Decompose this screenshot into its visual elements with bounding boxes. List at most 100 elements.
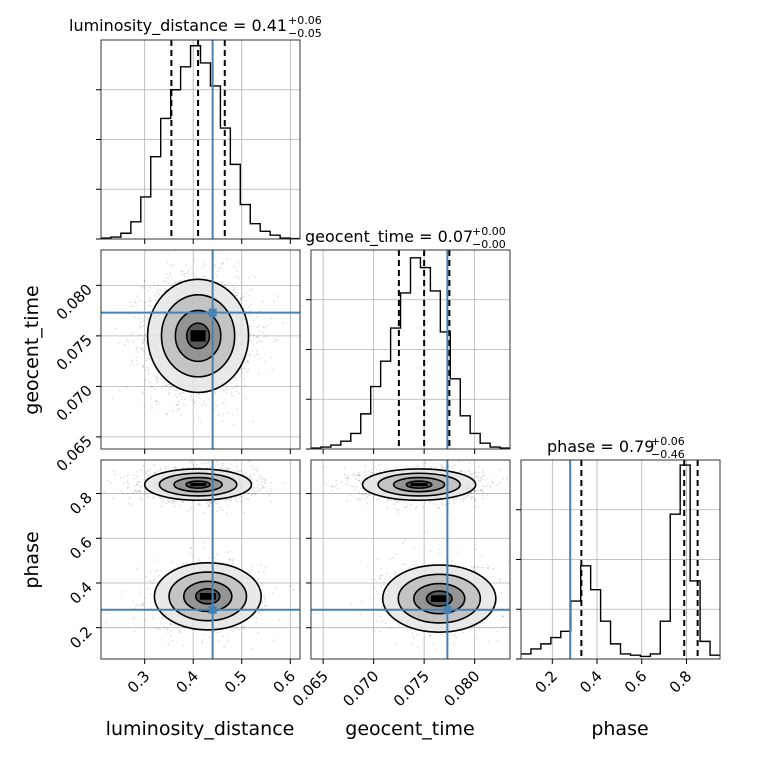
panel-phase-vs-luminosity-distance-plot-area [101,460,300,659]
panel-phase-vs-luminosity-distance-sample-point [141,604,144,607]
panel-phase-vs-geocent-time-sample-point [372,497,375,499]
panel-phase-vs-luminosity-distance-sample-point [251,647,254,650]
panel-phase-vs-luminosity-distance-sample-point [272,639,275,642]
panel-phase-vs-luminosity-distance-sample-point [219,468,222,470]
panel-geocent-time-vs-luminosity-distance-sample-point [175,404,178,406]
panel-phase-vs-luminosity-distance-sample-point [216,460,219,463]
panel-geocent-time-vs-luminosity-distance-sample-point [147,357,149,360]
panel-geocent-time-vs-luminosity-distance-sample-point [235,294,238,297]
panel-geocent-time-vs-luminosity-distance-sample-point [195,395,198,398]
panel-geocent-time-vs-luminosity-distance-sample-point [214,392,217,395]
panel-phase-vs-geocent-time-sample-point [359,474,361,477]
panel-phase-vs-luminosity-distance-sample-point [262,486,265,489]
panel-phase-vs-luminosity-distance-sample-point [260,610,263,613]
panel-geocent-time-vs-luminosity-distance-sample-point [155,291,158,293]
panel-phase-vs-luminosity-distance-sample-point [148,474,150,476]
panel-phase-vs-luminosity-distance-sample-point [247,492,250,495]
panel-phase-vs-luminosity-distance-sample-point [270,487,272,490]
panel-phase-vs-geocent-time-sample-point [441,467,444,470]
panel-phase-vs-luminosity-distance-sample-point [255,617,258,620]
panel-geocent-time-vs-luminosity-distance-sample-point [252,334,255,336]
panel-geocent-time-vs-luminosity-distance-sample-point [216,274,218,277]
panel-geocent-time-vs-luminosity-distance-sample-point [140,321,143,324]
panel-phase-vs-luminosity-distance-sample-point [219,506,221,509]
panel-geocent-time-vs-luminosity-distance-sample-point [157,288,159,291]
panel-geocent-time-vs-luminosity-distance-sample-point [178,393,181,396]
panel-geocent-time-vs-luminosity-distance-sample-point [246,360,249,363]
panel-phase-vs-luminosity-distance-sample-point [250,494,253,497]
panel-geocent-time-vs-luminosity-distance-sample-point [258,324,260,327]
panel-geocent-time-vs-luminosity-distance-sample-point [234,376,237,379]
panel-geocent-time-vs-luminosity-distance-sample-point [166,413,169,416]
panel-phase-vs-geocent-time-sample-point [474,472,477,474]
panel-geocent-time-vs-luminosity-distance-sample-point [172,409,175,412]
panel-phase-vs-luminosity-distance-sample-point [112,470,115,472]
panel-phase-vs-luminosity-distance-sample-point [190,547,193,550]
panel-phase-vs-geocent-time-sample-point [386,500,389,503]
panel-phase-vs-luminosity-distance-sample-point [152,616,154,619]
panel-geocent-time-vs-luminosity-distance-sample-point [234,385,237,388]
panel-geocent-time-vs-luminosity-distance-sample-point [180,270,183,272]
panel-geocent-time-vs-luminosity-distance-sample-point [135,359,138,362]
panel-geocent-time-vs-luminosity-distance-sample-point [148,368,150,370]
panel-geocent-time-vs-luminosity-distance-sample-point [238,277,241,280]
panel-phase-vs-luminosity-distance-sample-point [124,589,127,592]
panel-geocent-time-vs-luminosity-distance-plot-area [101,250,300,449]
panel-phase-vs-luminosity-distance-sample-point [171,640,174,643]
panel-phase-vs-luminosity-distance-sample-point [261,584,264,587]
panel-geocent-time-vs-luminosity-distance-sample-point [145,359,148,362]
panel-geocent-time-vs-luminosity-distance-sample-point [266,325,269,327]
panel-geocent-time-vs-luminosity-distance-sample-point [220,280,223,283]
panel-phase-vs-luminosity-distance-peak-cell [199,593,216,600]
panel-phase-vs-luminosity-distance-sample-point [292,589,295,591]
panel-phase-vs-luminosity-distance-sample-point [174,466,177,469]
panel-geocent-time-vs-luminosity-distance-sample-point [228,281,230,284]
panel-phase-vs-geocent-time-sample-point [477,471,480,474]
panel-phase-vs-luminosity-distance-sample-point [138,485,141,488]
panel-geocent-time-vs-luminosity-distance-sample-point [141,392,144,395]
panel-phase-vs-luminosity-distance-sample-point [201,640,204,643]
panel-phase-vs-luminosity-distance-sample-point [257,570,260,573]
panel-phase-vs-geocent-time-sample-point [477,505,480,508]
panel-phase-vs-luminosity-distance-sample-point [133,474,135,476]
panel-phase-vs-luminosity-distance-sample-point [261,600,263,603]
panel-phase-vs-luminosity-distance-sample-point [178,631,181,634]
panel-phase-vs-luminosity-distance-sample-point [126,480,129,483]
panel-phase-vs-luminosity-distance-sample-point [144,493,147,496]
panel-geocent-time-vs-luminosity-distance-sample-point [221,262,224,265]
panel-phase-vs-luminosity-distance-sample-point [207,505,210,508]
panel-geocent-time-vs-luminosity-distance-sample-point [187,269,190,272]
panel-geocent-time-vs-luminosity-distance-sample-point [214,391,216,394]
panel-geocent-time-vs-luminosity-distance-sample-point [175,404,178,406]
panel-geocent-time-vs-luminosity-distance-sample-point [218,414,220,416]
panel-geocent-time-vs-luminosity-distance-sample-point [137,333,140,335]
panel-phase-vs-geocent-time-sample-point [356,498,359,501]
panel-phase-vs-luminosity-distance-sample-point [251,488,253,491]
panel-phase-vs-luminosity-distance-sample-point [262,486,264,489]
panel-geocent-time-vs-luminosity-distance-sample-point [264,361,267,363]
panel-geocent-time-vs-luminosity-distance-sample-point [244,361,247,364]
panel-phase-vs-luminosity-distance-sample-point [241,626,244,628]
panel-phase-vs-luminosity-distance-sample-point [202,541,205,544]
panel-phase-vs-luminosity-distance-sample-point [264,566,266,569]
panel-geocent-time-vs-luminosity-distance-sample-point [181,273,183,276]
panel-phase-vs-luminosity-distance-sample-point [133,630,136,633]
panel-geocent-time-vs-luminosity-distance-sample-point [177,281,179,283]
panel-phase-vs-luminosity-distance-sample-point [182,644,185,647]
panel-phase-vs-luminosity-distance-sample-point [207,461,210,464]
panel-phase-vs-luminosity-distance-sample-point [216,502,218,505]
panel-geocent-time-vs-luminosity-distance-sample-point [245,397,247,400]
panel-phase-vs-luminosity-distance-sample-point [182,467,185,469]
panel-geocent-time-vs-luminosity-distance-sample-point [170,385,173,388]
panel-phase-vs-luminosity-distance-sample-point [198,502,201,505]
panel-geocent-time-vs-luminosity-distance-sample-point [190,394,192,397]
panel-geocent-time-vs-luminosity-distance-sample-point [137,346,139,349]
panel-geocent-time-vs-luminosity-distance-sample-point [183,272,186,275]
panel-geocent-time-vs-luminosity-distance-sample-point [213,265,216,268]
panel-phase-vs-luminosity-distance-sample-point [163,626,165,628]
panel-phase-vs-luminosity-distance-sample-point [141,498,144,501]
panel-phase-vs-luminosity-distance-sample-point [248,571,251,574]
panel-phase-vs-luminosity-distance-sample-point [185,562,188,565]
panel-geocent-time-vs-luminosity-distance-sample-point [203,275,206,277]
panel-phase-vs-luminosity-distance-sample-point [112,497,115,500]
